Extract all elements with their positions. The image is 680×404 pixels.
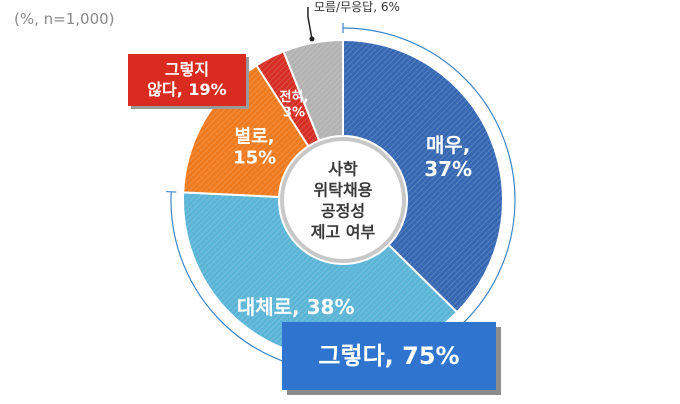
slice-label: 모름/무응답, 6% [314, 0, 400, 14]
slice-label: 별로, 15% [233, 126, 276, 168]
slice-label-line: 37% [424, 157, 472, 181]
slice-label-line: 매우, [426, 133, 470, 157]
slice-label-line: 15% [233, 148, 276, 169]
pie-slice-texture [183, 192, 458, 361]
slice-label-line: 대체로, 38% [237, 295, 355, 319]
sample-note: (%, n=1,000) [14, 10, 115, 28]
pie-slice-texture [343, 40, 503, 313]
slice-label: 대체로, 38% [237, 295, 355, 319]
pie-slice-texture [283, 40, 343, 141]
pie-slice-texture [256, 51, 320, 147]
positive-group-label: 그렇다, 75% [282, 322, 496, 390]
pie-slice-texture [183, 65, 309, 197]
center-disc [280, 137, 406, 263]
center-label-line: 사학 [328, 160, 358, 179]
slice-label-line: 별로, [235, 126, 275, 147]
negative-group-label: 그렇지 않다, 19% [128, 54, 246, 106]
leader-dot [309, 36, 315, 42]
slice-label-line: 3% [283, 106, 305, 121]
leader-line [307, 6, 313, 40]
slice-label: 매우, 37% [424, 133, 472, 181]
slice-label: 전혀, 3% [280, 89, 309, 120]
center-label-line: 제고 여부 [311, 223, 376, 242]
negative-group-label-line: 않다, 19% [147, 80, 227, 99]
slice-label-line: 전혀, [280, 89, 309, 105]
center-label-line: 위탁채용 [314, 181, 373, 200]
center-label-line: 공정성 [321, 202, 365, 221]
negative-group-label-line: 그렇지 [164, 60, 210, 79]
